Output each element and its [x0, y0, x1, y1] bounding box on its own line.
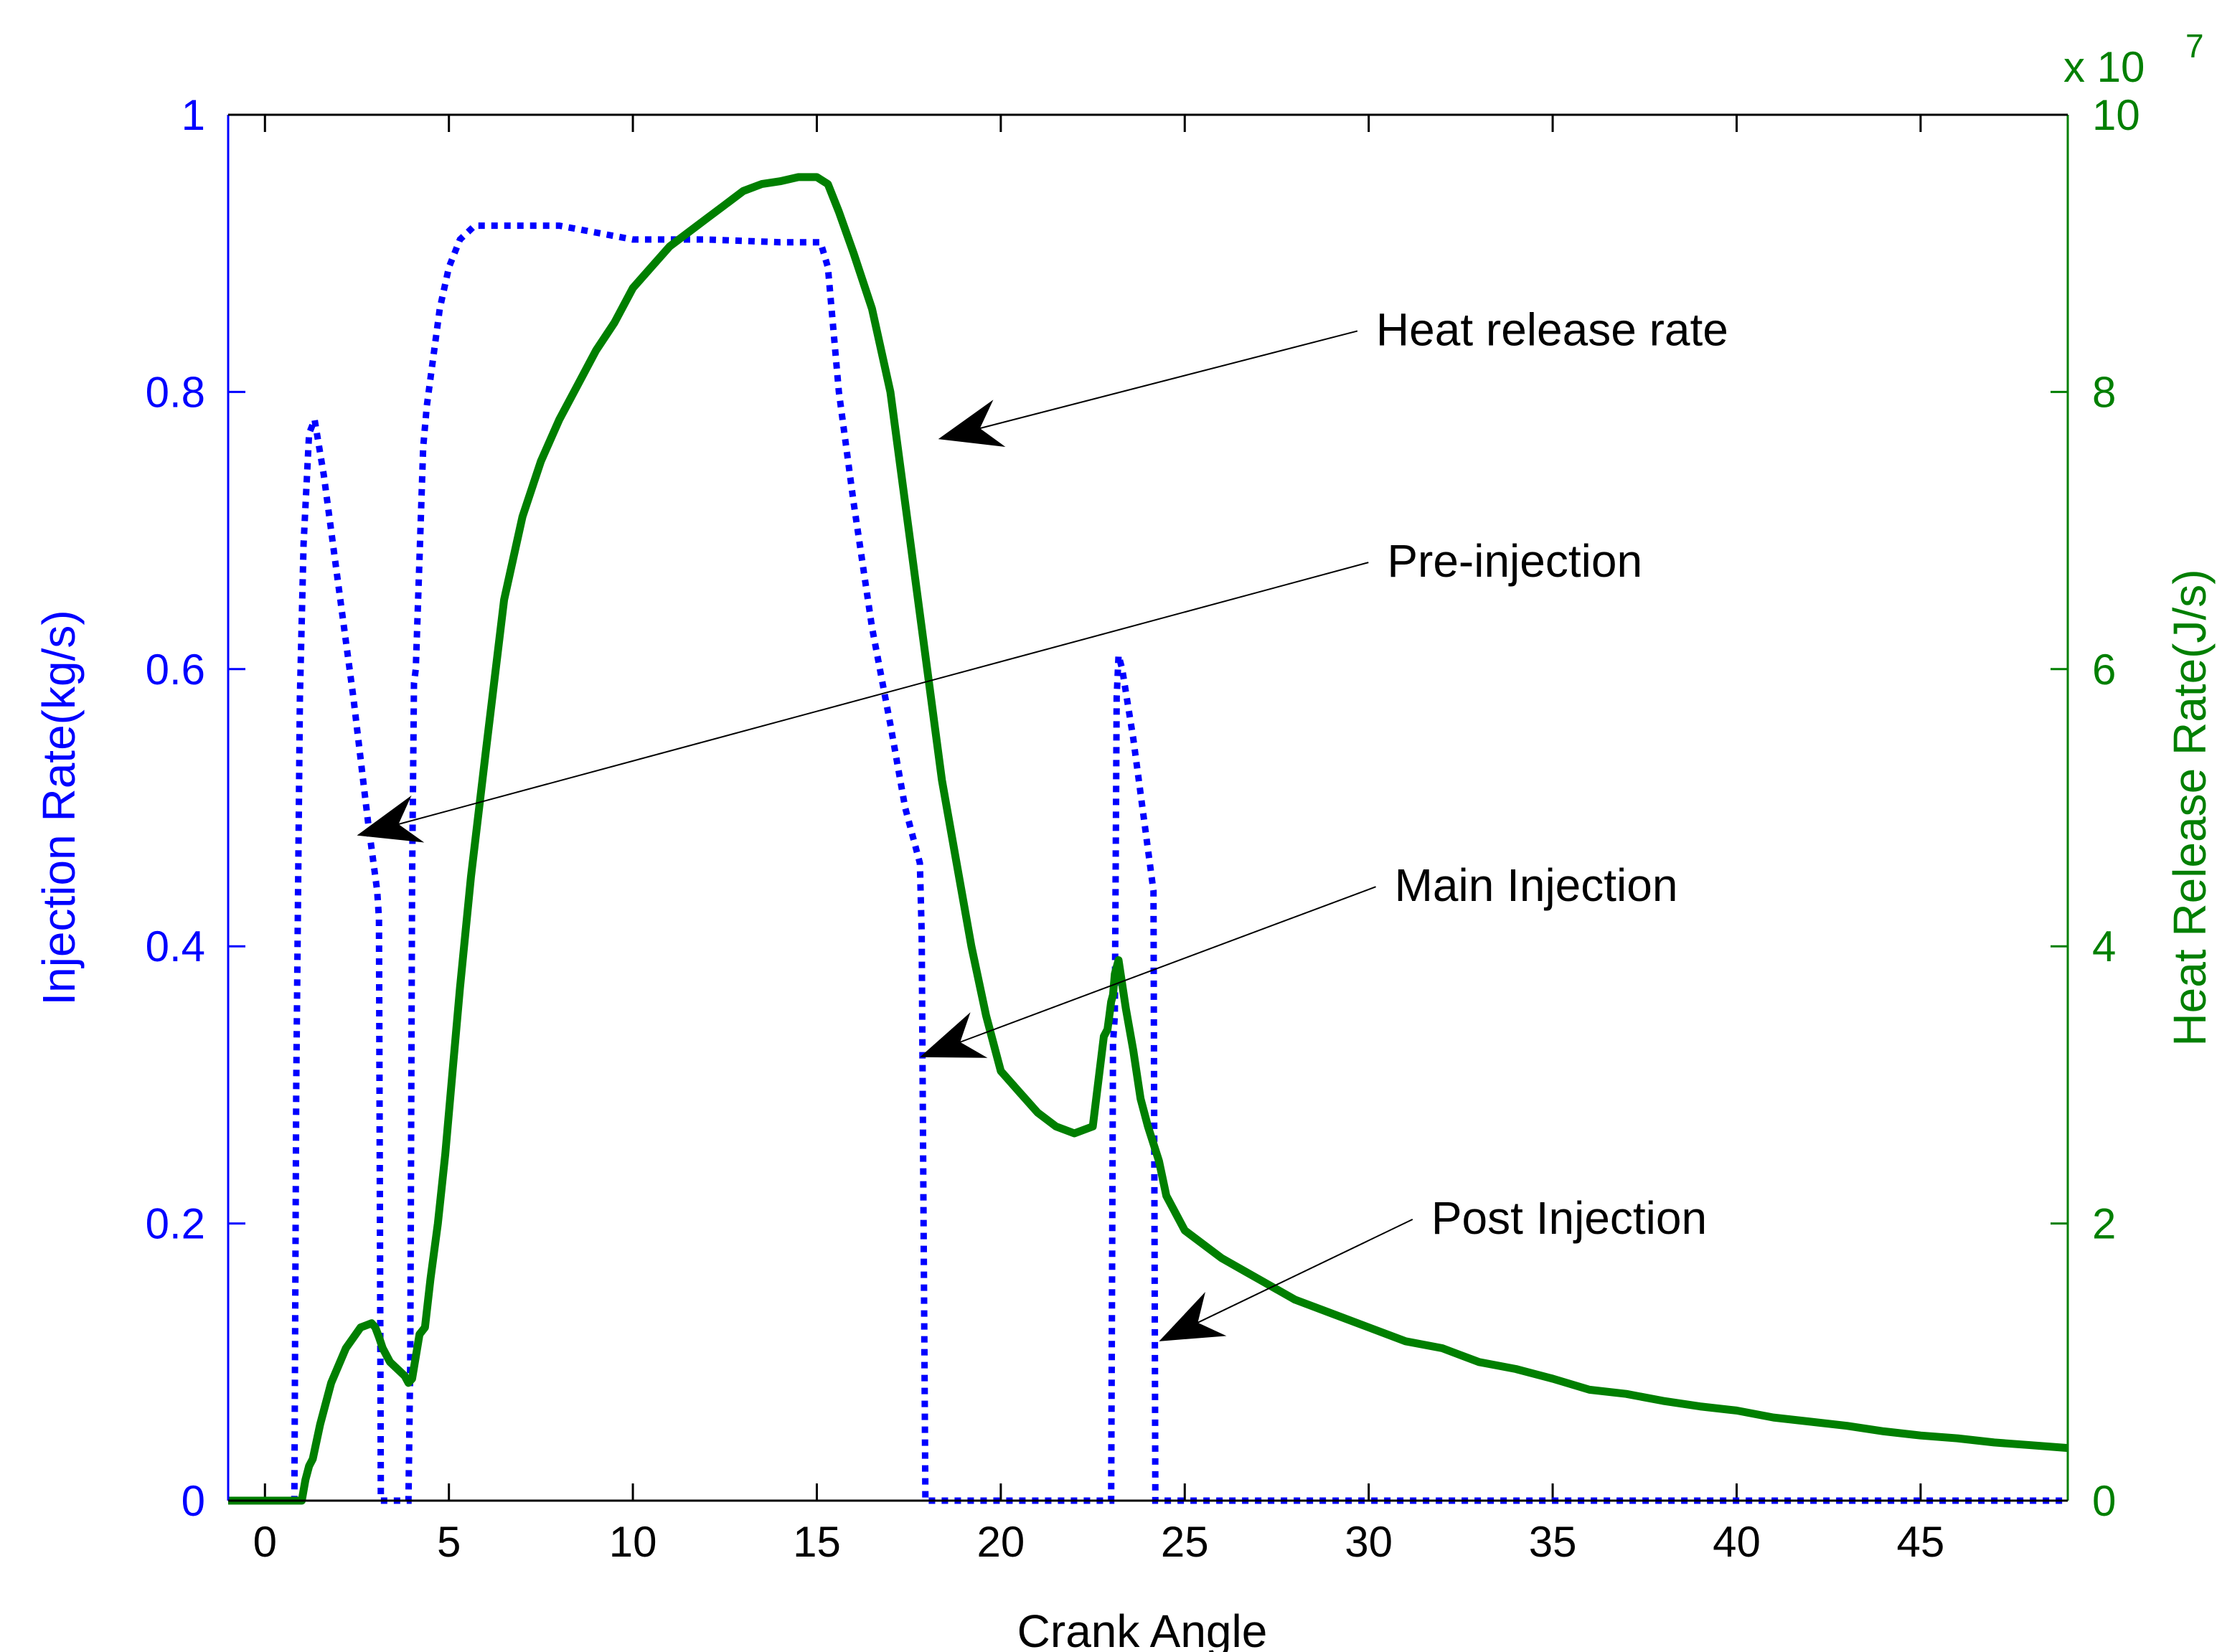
right-tick-label: 10: [2092, 91, 2140, 139]
right-tick-label: 6: [2092, 646, 2116, 694]
plot-area: [228, 115, 2068, 1501]
annotation-label-pre-injection: Pre-injection: [1387, 535, 1642, 587]
right-axis-exponent: 7: [2185, 27, 2204, 65]
x-tick-label: 0: [253, 1518, 277, 1566]
left-axis-title: Injection Rate(kg/s): [33, 610, 85, 1005]
annotation-label-main-injection: Main Injection: [1395, 859, 1678, 911]
x-tick-label: 25: [1161, 1518, 1209, 1566]
x-tick-label: 30: [1345, 1518, 1393, 1566]
annotation-label-heat-release-rate: Heat release rate: [1376, 303, 1728, 355]
annotation-leader-pre-injection: [398, 562, 1369, 825]
series-layer: [228, 173, 2068, 1505]
x-tick-label: 35: [1529, 1518, 1577, 1566]
left-tick-label: 0.2: [146, 1200, 205, 1248]
annotation-arrowhead-pre-injection: [357, 795, 425, 843]
x-tick-label: 45: [1897, 1518, 1945, 1566]
right-tick-label: 4: [2092, 922, 2116, 971]
right-tick-label: 2: [2092, 1200, 2116, 1248]
right-tick-label: 8: [2092, 368, 2116, 416]
x-axis-title: Crank Angle: [1017, 1605, 1268, 1652]
annotation-leader-heat-release-rate: [979, 330, 1358, 430]
annotation-arrowhead-heat-release-rate: [938, 400, 1006, 448]
x-tick-label: 10: [609, 1518, 657, 1566]
right-axis-multiplier: x 10: [2063, 43, 2145, 91]
annotation-leader-main-injection: [959, 886, 1376, 1043]
x-tick-label: 20: [977, 1518, 1025, 1566]
x-tick-label: 5: [437, 1518, 461, 1566]
left-tick-label: 0: [182, 1477, 205, 1525]
annotation-arrowhead-post-injection: [1159, 1292, 1227, 1341]
left-tick-label: 0.4: [146, 922, 205, 971]
x-tick-label: 40: [1713, 1518, 1761, 1566]
annotations: Heat release rate Pre-injection Main Injec…: [357, 303, 1728, 1341]
x-tick-label: 15: [793, 1518, 841, 1566]
annotation-leader-post-injection: [1197, 1218, 1413, 1323]
heat-release-rate-line: [228, 173, 2068, 1505]
left-tick-label: 0.6: [146, 646, 205, 694]
right-axis-title: Heat Release Rate(J/s): [2164, 569, 2216, 1046]
left-tick-label: 1: [182, 91, 205, 139]
right-tick-label: 0: [2092, 1477, 2116, 1525]
annotation-arrowhead-main-injection: [920, 1012, 988, 1058]
left-tick-label: 0.8: [146, 368, 205, 416]
annotation-label-post-injection: Post Injection: [1431, 1192, 1707, 1244]
